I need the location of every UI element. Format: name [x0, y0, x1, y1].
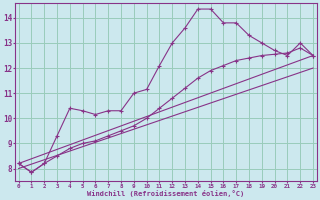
X-axis label: Windchill (Refroidissement éolien,°C): Windchill (Refroidissement éolien,°C) — [87, 190, 244, 197]
